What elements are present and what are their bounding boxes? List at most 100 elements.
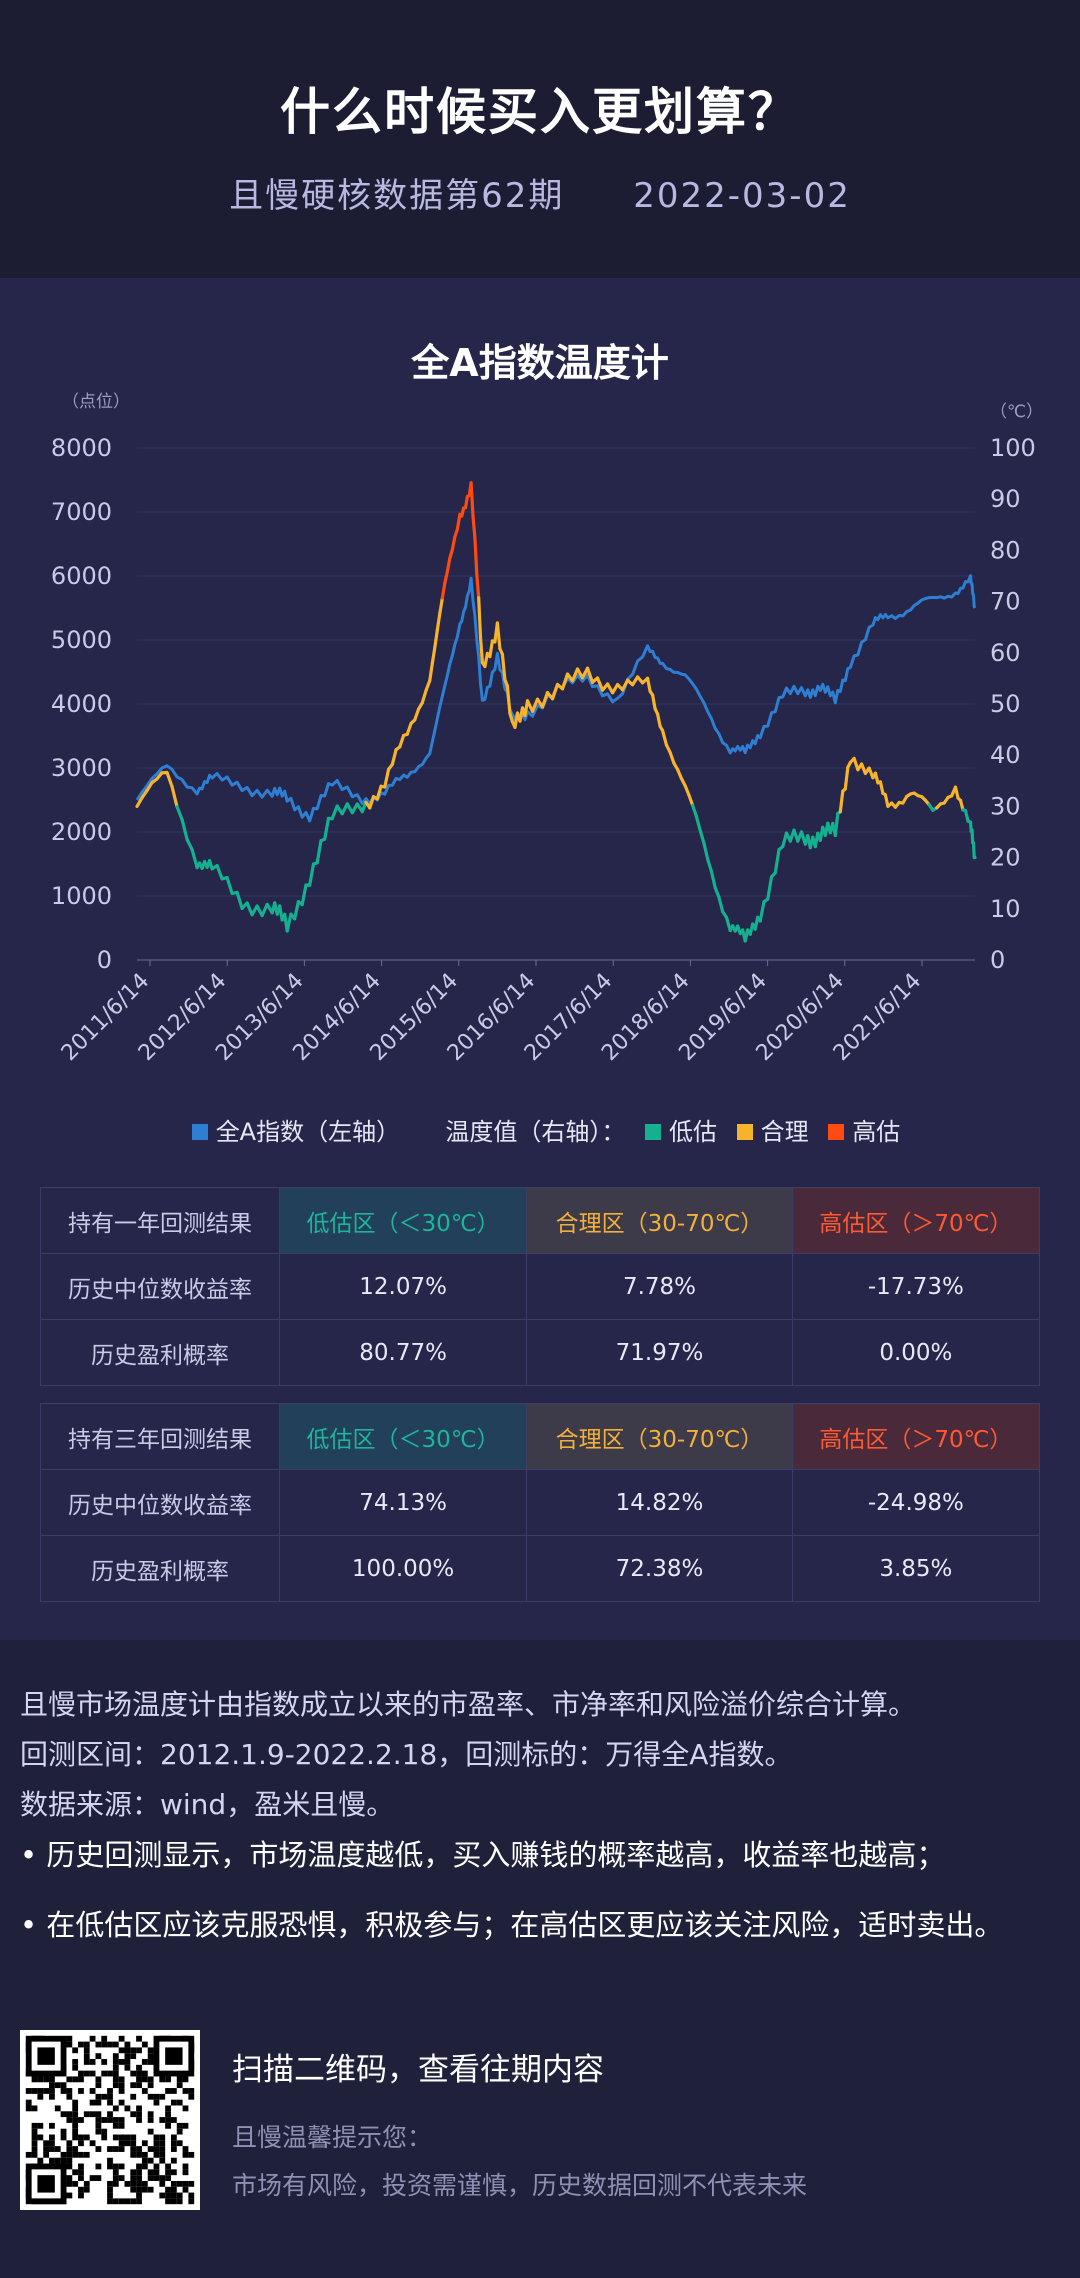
temperature-segment	[135, 796, 144, 808]
table-header-high: 高估区（＞70℃）	[791, 1403, 1041, 1470]
table-row: 历史盈利概率 100.00% 72.38% 3.85%	[40, 1535, 1041, 1602]
cell-low: 100.00%	[278, 1535, 528, 1602]
left-tick-label: 1000	[51, 882, 112, 910]
left-tick-label: 6000	[51, 562, 112, 590]
cell-high: -17.73%	[791, 1253, 1041, 1320]
temperature-segment	[691, 803, 699, 819]
tip-label: 且慢温馨提示您：	[232, 2123, 433, 2152]
right-tick-label: 50	[990, 690, 1021, 718]
right-tick-label: 70	[990, 588, 1021, 616]
temperature-segment	[245, 901, 254, 917]
legend-low: 低估	[669, 1118, 718, 1146]
temperature-segment	[706, 857, 714, 873]
temperature-segment	[713, 886, 721, 899]
right-tick-label: 0	[990, 946, 1005, 974]
row-label: 历史盈利概率	[40, 1535, 280, 1602]
temperature-segment	[687, 793, 695, 808]
temperature-segment	[878, 780, 885, 795]
temperature-segment	[560, 672, 570, 691]
legend-mid-swatch	[736, 1123, 753, 1140]
temperature-segment	[488, 639, 494, 659]
temperature-segment	[758, 900, 766, 923]
legend-high: 高估	[852, 1118, 901, 1146]
temperature-segment	[390, 748, 398, 767]
backtest-table-1y: 持有一年回测结果 低估区（＜30℃） 合理区（30-70℃） 高估区（＞70℃）…	[40, 1187, 1041, 1386]
temperature-segment	[694, 814, 702, 833]
cell-high: -24.98%	[791, 1469, 1041, 1536]
temperature-segment	[477, 596, 483, 640]
cell-low: 80.77%	[278, 1319, 528, 1386]
table-row: 历史中位数收益率 74.13% 14.82% -24.98%	[40, 1469, 1041, 1536]
temperature-segment	[323, 816, 331, 841]
legend-mid: 合理	[760, 1118, 809, 1146]
cell-low: 12.07%	[278, 1253, 528, 1320]
temperature-segment	[773, 848, 781, 875]
temperature-chart: （点位） （℃）800070006000500040003000200010000…	[51, 392, 1043, 1066]
temperature-segment	[475, 572, 481, 600]
left-tick-label: 3000	[51, 754, 112, 782]
note-line: 且慢市场温度计由指数成立以来的市盈率、市净率和风险溢价综合计算。	[20, 1688, 917, 1721]
legend-index: 全A指数（左轴）	[215, 1118, 401, 1146]
right-tick-label: 10	[990, 895, 1021, 923]
left-tick-label: 8000	[51, 434, 112, 462]
cell-low: 74.13%	[278, 1469, 528, 1536]
backtest-table-3y: 持有三年回测结果 低估区（＜30℃） 合理区（30-70℃） 高估区（＞70℃）…	[40, 1403, 1041, 1602]
cell-high: 3.85%	[791, 1535, 1041, 1602]
row-label: 历史中位数收益率	[40, 1253, 280, 1320]
issue-label: 且慢硬核数据第62期	[229, 176, 565, 216]
temperature-segment	[165, 770, 174, 788]
temperature-segment	[963, 809, 970, 823]
table-header-high: 高估区（＞70℃）	[791, 1187, 1041, 1254]
temperature-segment	[683, 784, 691, 797]
note-line: 数据来源：wind，盈米且慢。	[20, 1788, 395, 1821]
qr-code-icon	[25, 2035, 195, 2205]
temperature-segment	[953, 785, 960, 800]
temperature-segment	[595, 676, 605, 692]
table-row: 历史盈利概率 80.77% 71.97% 0.00%	[40, 1319, 1041, 1386]
temperature-segment	[190, 848, 199, 870]
temperature-segment	[958, 798, 965, 812]
temperature-segment	[883, 793, 890, 808]
temperature-segment	[530, 697, 540, 713]
temperature-segment	[315, 839, 323, 865]
table-header-low: 低估区（＜30℃）	[278, 1403, 528, 1470]
series-lines	[135, 481, 977, 943]
temperature-segment	[655, 712, 662, 728]
temperature-segment	[495, 621, 502, 651]
temperature-segment	[443, 569, 449, 585]
tip-text: 市场有风险，投资需谨慎，历史数据回测不代表未来	[232, 2171, 808, 2200]
legend-high-swatch	[828, 1123, 845, 1140]
table-header-row: 持有一年回测结果 低估区（＜30℃） 合理区（30-70℃） 高估区（＞70℃）	[40, 1187, 1041, 1254]
temperature-segment	[260, 902, 269, 918]
right-axis-unit: （℃）	[990, 402, 1043, 422]
temperature-segment	[702, 841, 710, 861]
temperature-segment	[478, 635, 484, 665]
right-tick-label: 80	[990, 536, 1021, 564]
temperature-segment	[970, 828, 975, 845]
issue-date: 2022-03-02	[633, 176, 851, 216]
table-header-label: 持有一年回测结果	[40, 1187, 280, 1254]
legend-temp: 温度值（右轴）：	[445, 1118, 626, 1146]
temperature-segment	[424, 678, 432, 692]
issue-line: 且慢硬核数据第62期 2022-03-02	[0, 168, 1080, 217]
temperature-segment	[413, 707, 421, 722]
x-axis-labels: 2011/6/142012/6/142013/6/142014/6/142015…	[57, 969, 926, 1066]
temperature-segment	[428, 661, 434, 683]
left-tick-label: 0	[97, 946, 112, 974]
temperature-segment	[435, 611, 442, 632]
index-series-line	[135, 574, 977, 823]
temperature-segment	[585, 666, 595, 684]
temperature-segment	[717, 895, 725, 914]
temperature-segment	[500, 652, 507, 682]
temperature-segment	[285, 912, 293, 933]
table-header-mid: 合理区（30-70℃）	[526, 1187, 793, 1254]
right-tick-label: 30	[990, 792, 1021, 820]
temperature-segment	[843, 765, 850, 791]
qr-code[interactable]	[20, 2030, 200, 2210]
left-tick-label: 7000	[51, 498, 112, 526]
right-tick-label: 60	[990, 639, 1021, 667]
temperature-segment	[833, 811, 840, 837]
temperature-segment	[293, 899, 300, 921]
temperature-segment	[698, 828, 706, 845]
temperature-segment	[469, 481, 475, 518]
